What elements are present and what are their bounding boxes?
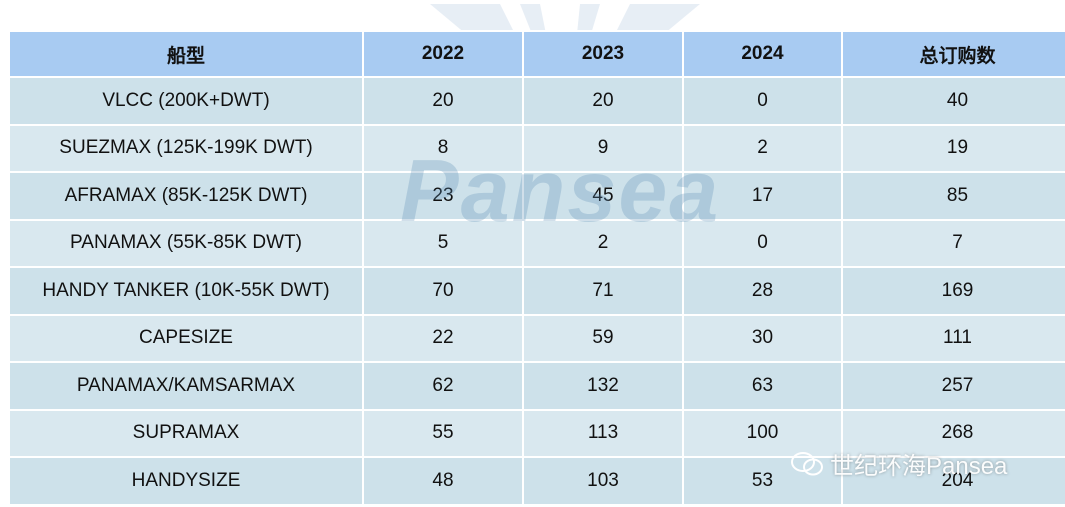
count-cell: 9 bbox=[522, 123, 684, 173]
table-row: VLCC (200K+DWT) 20 20 0 40 bbox=[8, 76, 1065, 126]
header-cell: 船型 bbox=[8, 30, 364, 78]
count-cell: 20 bbox=[522, 76, 684, 126]
ship-type-cell: PANAMAX/KAMSARMAX bbox=[8, 361, 364, 411]
count-cell: 100 bbox=[682, 408, 843, 458]
count-cell: 19 bbox=[841, 123, 1065, 173]
ship-type-cell: VLCC (200K+DWT) bbox=[8, 76, 364, 126]
count-cell: 0 bbox=[682, 76, 843, 126]
count-cell: 40 bbox=[841, 76, 1065, 126]
count-cell: 62 bbox=[362, 361, 524, 411]
count-cell: 20 bbox=[362, 76, 524, 126]
count-cell: 45 bbox=[522, 171, 684, 221]
table-body: VLCC (200K+DWT) 20 20 0 40 SUEZMAX (125K-199K… bbox=[8, 76, 1065, 506]
count-cell: 85 bbox=[841, 171, 1065, 221]
ship-type-cell: SUPRAMAX bbox=[8, 408, 364, 458]
table-row: CAPESIZE 22 59 30 111 bbox=[8, 313, 1065, 363]
header-cell: 2024 bbox=[682, 30, 843, 78]
count-cell: 111 bbox=[841, 313, 1065, 363]
count-cell: 28 bbox=[682, 266, 843, 316]
table-row: HANDY TANKER (10K-55K DWT) 70 71 28 169 bbox=[8, 266, 1065, 316]
count-cell: 53 bbox=[682, 456, 843, 506]
ship-type-cell: HANDYSIZE bbox=[8, 456, 364, 506]
count-cell: 22 bbox=[362, 313, 524, 363]
table-row: PANAMAX/KAMSARMAX 62 132 63 257 bbox=[8, 361, 1065, 411]
count-cell: 132 bbox=[522, 361, 684, 411]
count-cell: 8 bbox=[362, 123, 524, 173]
table-row: SUPRAMAX 55 113 100 268 bbox=[8, 408, 1065, 458]
ship-type-cell: CAPESIZE bbox=[8, 313, 364, 363]
order-table: 船型 2022 2023 2024 总订购数 VLCC (200K+DWT) 20 20 0 4… bbox=[8, 30, 1065, 506]
count-cell: 17 bbox=[682, 171, 843, 221]
ship-type-cell: HANDY TANKER (10K-55K DWT) bbox=[8, 266, 364, 316]
count-cell: 70 bbox=[362, 266, 524, 316]
count-cell: 23 bbox=[362, 171, 524, 221]
count-cell: 71 bbox=[522, 266, 684, 316]
table-container: 船型 2022 2023 2024 总订购数 VLCC (200K+DWT) 20 20 0 4… bbox=[8, 30, 1065, 506]
ship-type-cell: SUEZMAX (125K-199K DWT) bbox=[8, 123, 364, 173]
count-cell: 2 bbox=[522, 218, 684, 268]
count-cell: 2 bbox=[682, 123, 843, 173]
header-cell: 总订购数 bbox=[841, 30, 1065, 78]
count-cell: 103 bbox=[522, 456, 684, 506]
count-cell: 113 bbox=[522, 408, 684, 458]
count-cell: 268 bbox=[841, 408, 1065, 458]
count-cell: 5 bbox=[362, 218, 524, 268]
header-cell: 2022 bbox=[362, 30, 524, 78]
count-cell: 169 bbox=[841, 266, 1065, 316]
table-row: PANAMAX (55K-85K DWT) 5 2 0 7 bbox=[8, 218, 1065, 268]
header-cell: 2023 bbox=[522, 30, 684, 78]
count-cell: 59 bbox=[522, 313, 684, 363]
count-cell: 55 bbox=[362, 408, 524, 458]
table-row: SUEZMAX (125K-199K DWT) 8 9 2 19 bbox=[8, 123, 1065, 173]
count-cell: 204 bbox=[841, 456, 1065, 506]
count-cell: 0 bbox=[682, 218, 843, 268]
table-row: AFRAMAX (85K-125K DWT) 23 45 17 85 bbox=[8, 171, 1065, 221]
table-row: HANDYSIZE 48 103 53 204 bbox=[8, 456, 1065, 506]
ship-type-cell: AFRAMAX (85K-125K DWT) bbox=[8, 171, 364, 221]
ship-type-cell: PANAMAX (55K-85K DWT) bbox=[8, 218, 364, 268]
count-cell: 63 bbox=[682, 361, 843, 411]
count-cell: 30 bbox=[682, 313, 843, 363]
count-cell: 48 bbox=[362, 456, 524, 506]
header-row: 船型 2022 2023 2024 总订购数 bbox=[8, 30, 1065, 78]
count-cell: 257 bbox=[841, 361, 1065, 411]
count-cell: 7 bbox=[841, 218, 1065, 268]
